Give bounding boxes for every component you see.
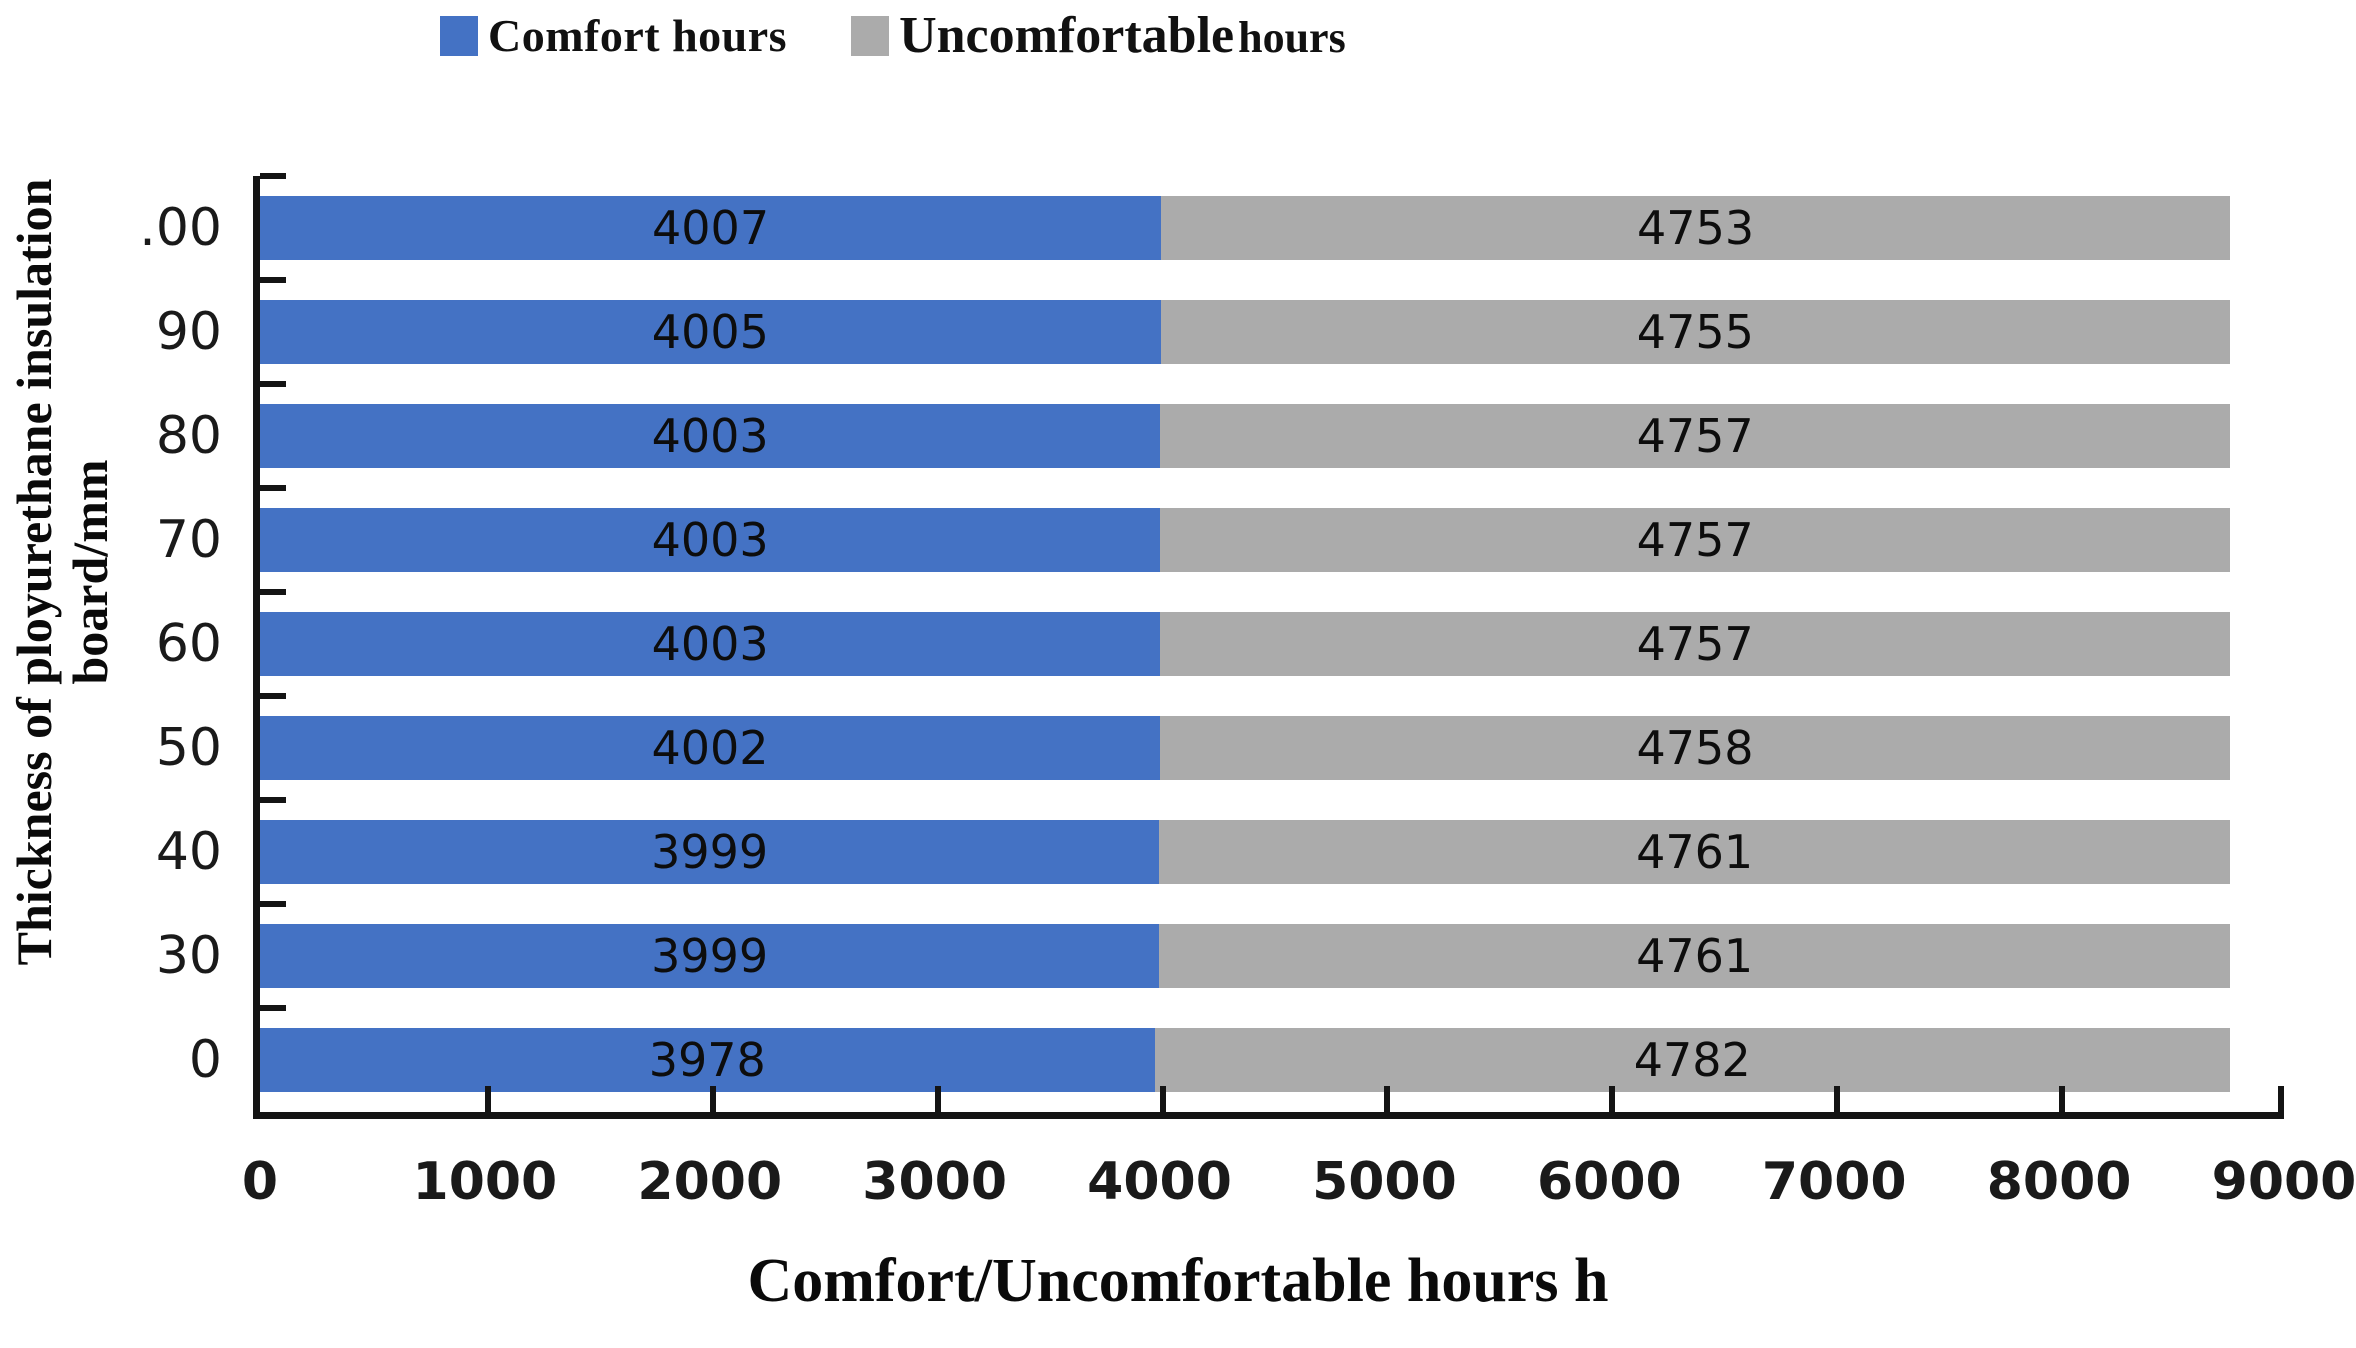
y-tick-label: 60 [155,614,222,674]
comfort-value-label: 4007 [652,201,770,255]
uncomfortable-bar-segment: 4758 [1160,716,2231,780]
uncomfortable-bar-segment: 4782 [1154,1028,2230,1092]
comfort-bar-segment: 4003 [260,612,1161,676]
x-axis-tick [1834,1086,1841,1112]
bar-row: 4003 4757 [260,612,2230,676]
comfort-value-label: 3978 [648,1033,766,1087]
bar-row: 3999 4761 [260,820,2231,884]
x-axis-tick [1159,1086,1166,1112]
x-tick-label: 8000 [1986,1152,2132,1212]
uncomfortable-bar-segment: 4755 [1160,300,2231,364]
x-tick-label: 3000 [862,1152,1008,1212]
comfort-value-label: 4003 [651,409,769,463]
bar-row: 4007 4753 [260,196,2231,260]
legend-label-uncomfortable-main: Uncomfortable [899,7,1235,64]
y-axis-tick [260,797,286,803]
comfort-value-label: 3999 [651,929,769,983]
legend-label-uncomfortable-suffix: hours [1238,13,1346,62]
comfort-bar-segment: 4003 [260,508,1161,572]
comfort-bar-segment: 3978 [260,1028,1155,1092]
bar-row: 3999 4761 [260,924,2231,988]
comfort-bar-segment: 3999 [260,924,1160,988]
y-tick-label: 30 [155,926,222,986]
comfort-swatch-icon [440,15,478,56]
x-tick-label: 7000 [1761,1152,1907,1212]
uncomfortable-value-label: 4761 [1636,929,1754,983]
comfort-value-label: 4002 [651,721,769,775]
uncomfortable-value-label: 4761 [1636,825,1754,879]
y-axis-tick [260,589,286,595]
uncomfortable-bar-segment: 4757 [1160,404,2230,468]
comfort-value-label: 4005 [651,305,769,359]
y-axis-title-line2: board/mm [62,459,118,685]
y-tick-label: 40 [155,822,222,882]
comfort-bar-segment: 4007 [260,196,1162,260]
x-tick-label: 6000 [1536,1152,1682,1212]
plot-area: 4007 4753 .00 4005 4755 90 4003 4757 80 4003 4757 7… [139,173,2356,1212]
comfort-value-label: 3999 [651,825,769,879]
y-tick-label: 70 [155,510,222,570]
legend-item-uncomfortable: Uncomfortable hours [851,6,1346,65]
uncomfortable-bar-segment: 4757 [1160,508,2230,572]
y-tick-label: 80 [155,406,222,466]
y-axis-tick [260,485,286,491]
comfort-bar-segment: 4002 [260,716,1160,780]
y-axis-tick [260,1005,286,1011]
uncomfortable-value-label: 4753 [1637,201,1755,255]
comfort-value-label: 4003 [651,617,769,671]
y-axis-tick [260,381,286,387]
bar-row: 4003 4757 [260,404,2230,468]
comfort-bar-segment: 3999 [260,820,1160,884]
legend-item-comfort: Comfort hours [440,9,787,62]
bar-row: 4003 4757 [260,508,2230,572]
y-axis-title: Thickness of ployurethane insulation boa… [6,179,118,966]
y-tick-label: 50 [155,718,222,778]
comfort-bar-segment: 4005 [260,300,1161,364]
x-axis-tick [484,1086,491,1112]
uncomfortable-value-label: 4757 [1636,617,1754,671]
uncomfortable-value-label: 4757 [1636,513,1754,567]
y-tick-label: 90 [155,302,222,362]
legend-label-comfort: Comfort hours [488,10,788,61]
comfort-bar-segment: 4003 [260,404,1161,468]
x-axis-tick [934,1086,941,1112]
bar-row: 3978 4782 [260,1028,2230,1092]
bar-row: 4005 4755 [260,300,2231,364]
x-tick-label: 9000 [2211,1152,2356,1212]
x-tick-label: 1000 [412,1152,558,1212]
y-axis-tick [260,901,286,907]
comfort-value-label: 4003 [651,513,769,567]
uncomfortable-value-label: 4757 [1636,409,1754,463]
y-axis-tick [260,277,286,283]
y-axis-title-line1: Thickness of ployurethane insulation [6,178,62,966]
x-axis-title: Comfort/Uncomfortable hours h [747,1247,1609,1315]
uncomfortable-swatch-icon [851,15,890,56]
uncomfortable-bar-segment: 4761 [1159,820,2231,884]
uncomfortable-value-label: 4758 [1636,721,1754,775]
legend: Comfort hours Uncomfortable hours [440,6,1346,65]
uncomfortable-value-label: 4782 [1633,1033,1751,1087]
y-tick-label: 0 [188,1030,222,1090]
uncomfortable-bar-segment: 4761 [1159,924,2231,988]
uncomfortable-value-label: 4755 [1636,305,1754,359]
uncomfortable-bar-segment: 4753 [1161,196,2231,260]
x-tick-label: 5000 [1312,1152,1457,1212]
x-axis-tick [1609,1086,1616,1112]
y-tick-label: .00 [139,198,222,258]
bar-row: 4002 4758 [260,716,2231,780]
y-axis-tick [260,693,286,699]
x-axis-tick [2278,1086,2284,1112]
x-tick-label: 2000 [637,1152,783,1212]
y-axis-tick [260,173,286,179]
uncomfortable-bar-segment: 4757 [1160,612,2230,676]
x-axis-tick [709,1086,716,1112]
x-axis-tick [2059,1086,2066,1112]
x-tick-label: 4000 [1087,1152,1232,1212]
x-axis-tick [1384,1086,1391,1112]
x-tick-label: 0 [241,1152,279,1212]
